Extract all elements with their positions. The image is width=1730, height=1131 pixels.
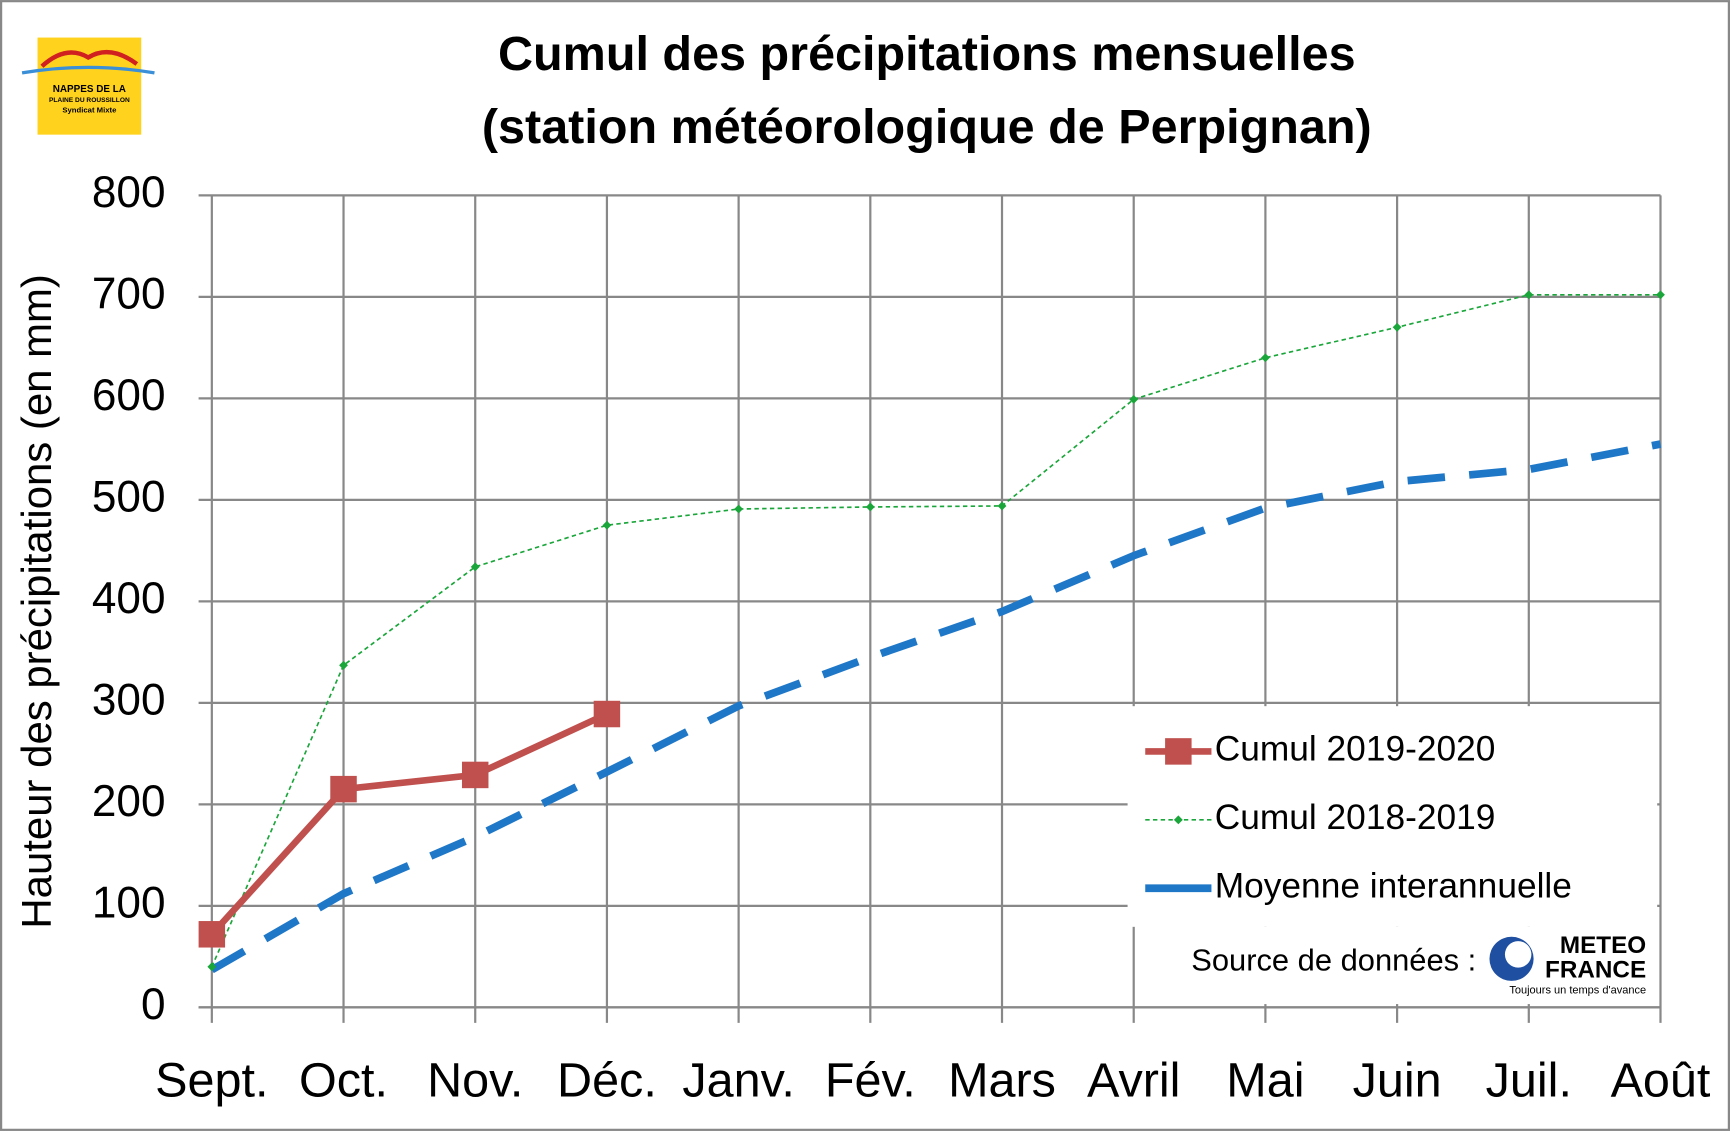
logo-wave	[21, 65, 155, 75]
y-tick-label: 200	[92, 777, 166, 826]
marker	[1524, 290, 1534, 300]
x-tick-label: Oct.	[299, 1053, 388, 1107]
legend-label: Cumul 2018-2019	[1215, 798, 1496, 837]
x-tick-label: Déc.	[557, 1053, 657, 1107]
y-tick-label: 300	[92, 676, 166, 725]
marker	[1260, 353, 1270, 363]
logo-text: PLAINE DU ROUSSILLON	[49, 97, 130, 104]
x-tick-label: Mars	[948, 1053, 1056, 1107]
logo-text: Toujours un temps d'avance	[1509, 985, 1646, 997]
y-axis-label: Hauteur des précipitations (en mm)	[13, 274, 60, 928]
series-line	[209, 711, 609, 937]
x-tick-label: Juil.	[1486, 1053, 1572, 1107]
marker	[865, 502, 875, 512]
legend-bg	[1127, 706, 1658, 927]
x-tick-label: Nov.	[427, 1053, 523, 1107]
series-line	[211, 293, 1661, 968]
marker	[602, 520, 612, 530]
marker	[470, 562, 480, 572]
marker	[207, 962, 217, 972]
x-tick-label: Juin	[1353, 1053, 1442, 1107]
marker	[330, 775, 357, 803]
y-tick-label: 0	[141, 980, 166, 1029]
x-tick-label: Janv.	[682, 1053, 794, 1107]
logo-text: FRANCE	[1545, 956, 1646, 983]
x-tick-label: Fév.	[825, 1053, 916, 1107]
logo-left: NAPPES DE LA PLAINE DU ROUSSILLON Syndic…	[21, 37, 155, 135]
y-tick-label: 800	[92, 168, 166, 217]
source-bg	[1147, 926, 1658, 1005]
marker	[1165, 738, 1192, 765]
chart-title: (station météorologique de Perpignan)	[482, 100, 1372, 154]
logo-text: NAPPES DE LA	[53, 84, 126, 95]
y-tick-label: 100	[92, 879, 166, 928]
marker	[1129, 394, 1139, 404]
series-line	[209, 440, 1662, 974]
marker	[1656, 290, 1665, 300]
marker	[1173, 815, 1183, 825]
y-tick-label: 400	[92, 574, 166, 623]
y-tick-label: 700	[92, 269, 166, 318]
legend-label: Cumul 2019-2020	[1215, 730, 1496, 769]
y-tick-label: 500	[92, 473, 166, 522]
source-text: Source de données :	[1191, 942, 1476, 977]
marker	[198, 921, 226, 948]
marker	[593, 700, 621, 728]
plot: 0 100 200 300 400 500 600 700 800 Sept. Oct. Nov. Dé…	[92, 168, 1711, 1107]
x-tick-label: Avril	[1087, 1053, 1180, 1107]
y-tick-label: 600	[92, 371, 166, 420]
x-tick-label: Août	[1611, 1053, 1711, 1107]
logo-right: METEO FRANCE Toujours un temps d'avance	[1489, 932, 1646, 997]
x-tick-label: Sept.	[155, 1053, 268, 1107]
logo-globe-inner	[1504, 941, 1532, 968]
logo-bg	[37, 37, 142, 135]
legend-label: Moyenne interannuelle	[1215, 867, 1572, 906]
marker	[1392, 322, 1402, 332]
marker	[461, 761, 489, 789]
x-tick-label: Mai	[1226, 1053, 1304, 1107]
chart-title: Cumul des précipitations mensuelles	[498, 27, 1356, 81]
logo-text: Syndicat Mixte	[62, 105, 117, 114]
logo-text: METEO	[1560, 932, 1646, 959]
logo-mountain	[40, 49, 139, 68]
